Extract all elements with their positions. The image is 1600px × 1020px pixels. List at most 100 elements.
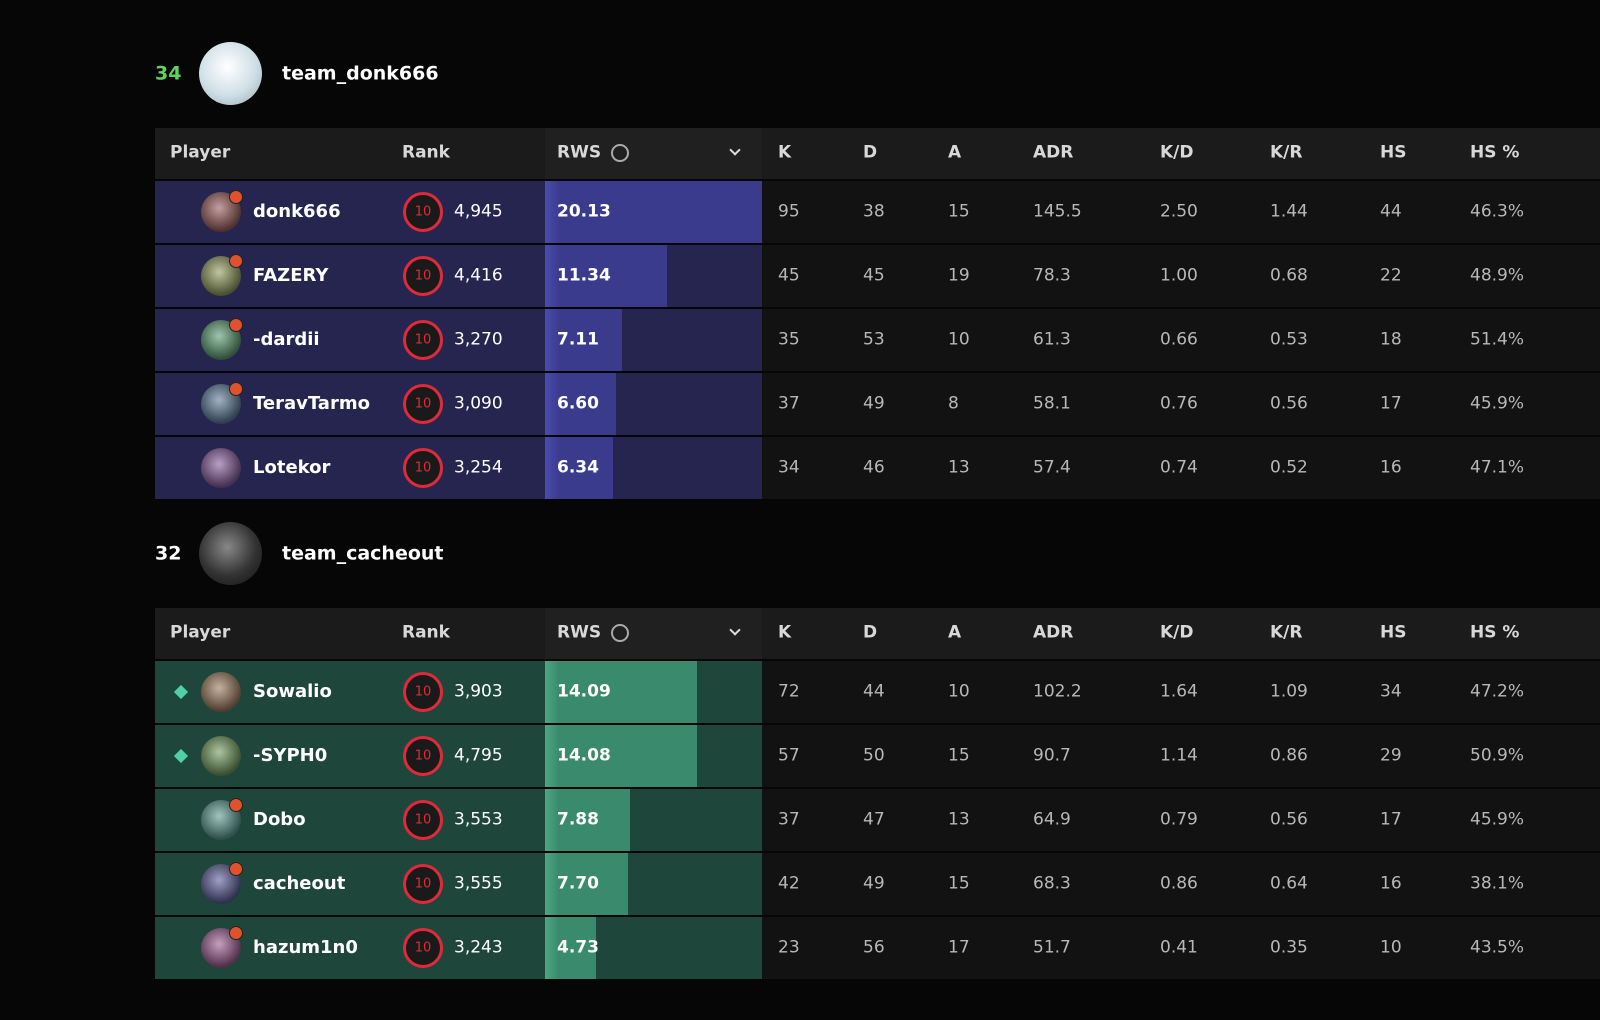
player-row-right bbox=[762, 181, 1600, 243]
column-header[interactable]: K bbox=[778, 622, 792, 643]
team-name: team_cacheout bbox=[282, 542, 444, 565]
rws-bar bbox=[545, 309, 622, 371]
team-avatar bbox=[199, 522, 262, 585]
player-row-left bbox=[155, 917, 762, 979]
stat-cell: 15 bbox=[948, 873, 970, 894]
player-name[interactable]: -SYPH0 bbox=[253, 745, 328, 766]
column-header[interactable]: HS % bbox=[1470, 142, 1520, 163]
player-name[interactable]: FAZERY bbox=[253, 265, 329, 286]
rws-bar bbox=[545, 181, 762, 243]
rws-bar bbox=[545, 789, 630, 851]
stat-cell: 10 bbox=[948, 329, 970, 350]
column-header[interactable]: ADR bbox=[1033, 142, 1074, 163]
rws-bar bbox=[545, 917, 596, 979]
header-rws-bg bbox=[545, 128, 762, 179]
stat-cell: 23 bbox=[778, 937, 800, 958]
player-avatar[interactable] bbox=[201, 736, 241, 776]
stat-cell: 1.64 bbox=[1160, 681, 1198, 702]
rank-elo: 3,254 bbox=[454, 457, 503, 478]
column-header[interactable]: D bbox=[863, 142, 878, 163]
player-name[interactable]: Lotekor bbox=[253, 457, 331, 478]
player-avatar[interactable] bbox=[201, 672, 241, 712]
column-header[interactable]: K/D bbox=[1160, 142, 1194, 163]
player-avatar[interactable] bbox=[201, 448, 241, 488]
stat-cell: 15 bbox=[948, 745, 970, 766]
column-header[interactable]: A bbox=[948, 142, 962, 163]
rws-bar bbox=[545, 853, 628, 915]
rank-elo: 3,090 bbox=[454, 393, 503, 414]
player-name[interactable]: hazum1n0 bbox=[253, 937, 358, 958]
player-row-right bbox=[762, 789, 1600, 851]
player-name[interactable]: cacheout bbox=[253, 873, 346, 894]
stat-cell: 50 bbox=[863, 745, 885, 766]
stat-cell: 1.14 bbox=[1160, 745, 1198, 766]
rws-value: 4.73 bbox=[557, 937, 599, 958]
column-header[interactable]: K bbox=[778, 142, 792, 163]
rank-elo: 4,795 bbox=[454, 745, 503, 766]
stat-cell: 17 bbox=[1380, 393, 1402, 414]
rws-value: 6.60 bbox=[557, 393, 599, 414]
player-row-right bbox=[762, 725, 1600, 787]
level-number: 10 bbox=[414, 684, 432, 700]
stat-cell: 45 bbox=[863, 265, 885, 286]
stat-cell: 8 bbox=[948, 393, 959, 414]
column-header[interactable]: K/D bbox=[1160, 622, 1194, 643]
player-row-right bbox=[762, 437, 1600, 499]
level-ring bbox=[403, 672, 443, 712]
stat-cell: 37 bbox=[778, 809, 800, 830]
stat-cell: 102.2 bbox=[1033, 681, 1082, 702]
player-row-left bbox=[155, 789, 762, 851]
level-ring bbox=[403, 928, 443, 968]
level-number: 10 bbox=[414, 332, 432, 348]
stat-cell: 10 bbox=[948, 681, 970, 702]
stat-cell: 45.9% bbox=[1470, 393, 1525, 414]
stat-cell: 0.52 bbox=[1270, 457, 1308, 478]
stat-cell: 17 bbox=[1380, 809, 1402, 830]
stat-cell: 13 bbox=[948, 457, 970, 478]
stat-cell: 53 bbox=[863, 329, 885, 350]
column-header[interactable]: D bbox=[863, 622, 878, 643]
column-header[interactable]: HS % bbox=[1470, 622, 1520, 643]
stat-cell: 35 bbox=[778, 329, 800, 350]
stat-cell: 51.7 bbox=[1033, 937, 1071, 958]
stat-cell: 44 bbox=[863, 681, 885, 702]
column-header[interactable]: K/R bbox=[1270, 622, 1303, 643]
rws-bar bbox=[545, 661, 697, 723]
player-name[interactable]: Dobo bbox=[253, 809, 306, 830]
player-row-right bbox=[762, 373, 1600, 435]
stat-cell: 78.3 bbox=[1033, 265, 1071, 286]
column-header[interactable]: HS bbox=[1380, 142, 1407, 163]
player-name[interactable]: Sowalio bbox=[253, 681, 332, 702]
stat-cell: 16 bbox=[1380, 457, 1402, 478]
stat-cell: 47.2% bbox=[1470, 681, 1525, 702]
column-header[interactable]: RWS bbox=[557, 622, 602, 643]
team-name: team_donk666 bbox=[282, 62, 439, 85]
column-header[interactable]: RWS bbox=[557, 142, 602, 163]
stat-cell: 47.1% bbox=[1470, 457, 1525, 478]
level-number: 10 bbox=[414, 396, 432, 412]
stat-cell: 57 bbox=[778, 745, 800, 766]
level-number: 10 bbox=[414, 812, 432, 828]
stat-cell: 22 bbox=[1380, 265, 1402, 286]
rws-value: 7.88 bbox=[557, 809, 599, 830]
column-header[interactable]: ADR bbox=[1033, 622, 1074, 643]
level-ring bbox=[403, 192, 443, 232]
column-header[interactable]: A bbox=[948, 622, 962, 643]
info-icon bbox=[611, 144, 629, 162]
stat-cell: 0.56 bbox=[1270, 393, 1308, 414]
stat-cell: 1.44 bbox=[1270, 201, 1308, 222]
stat-cell: 0.41 bbox=[1160, 937, 1198, 958]
column-header[interactable]: HS bbox=[1380, 622, 1407, 643]
player-name[interactable]: -dardii bbox=[253, 329, 320, 350]
column-header[interactable]: K/R bbox=[1270, 142, 1303, 163]
player-name[interactable]: donk666 bbox=[253, 201, 341, 222]
rws-value: 7.11 bbox=[557, 329, 599, 350]
player-name[interactable]: TeravTarmo bbox=[253, 393, 370, 414]
stat-cell: 68.3 bbox=[1033, 873, 1071, 894]
stat-cell: 0.56 bbox=[1270, 809, 1308, 830]
stat-cell: 0.76 bbox=[1160, 393, 1198, 414]
player-row-left bbox=[155, 437, 762, 499]
stat-cell: 0.68 bbox=[1270, 265, 1308, 286]
star-badge bbox=[229, 318, 243, 332]
